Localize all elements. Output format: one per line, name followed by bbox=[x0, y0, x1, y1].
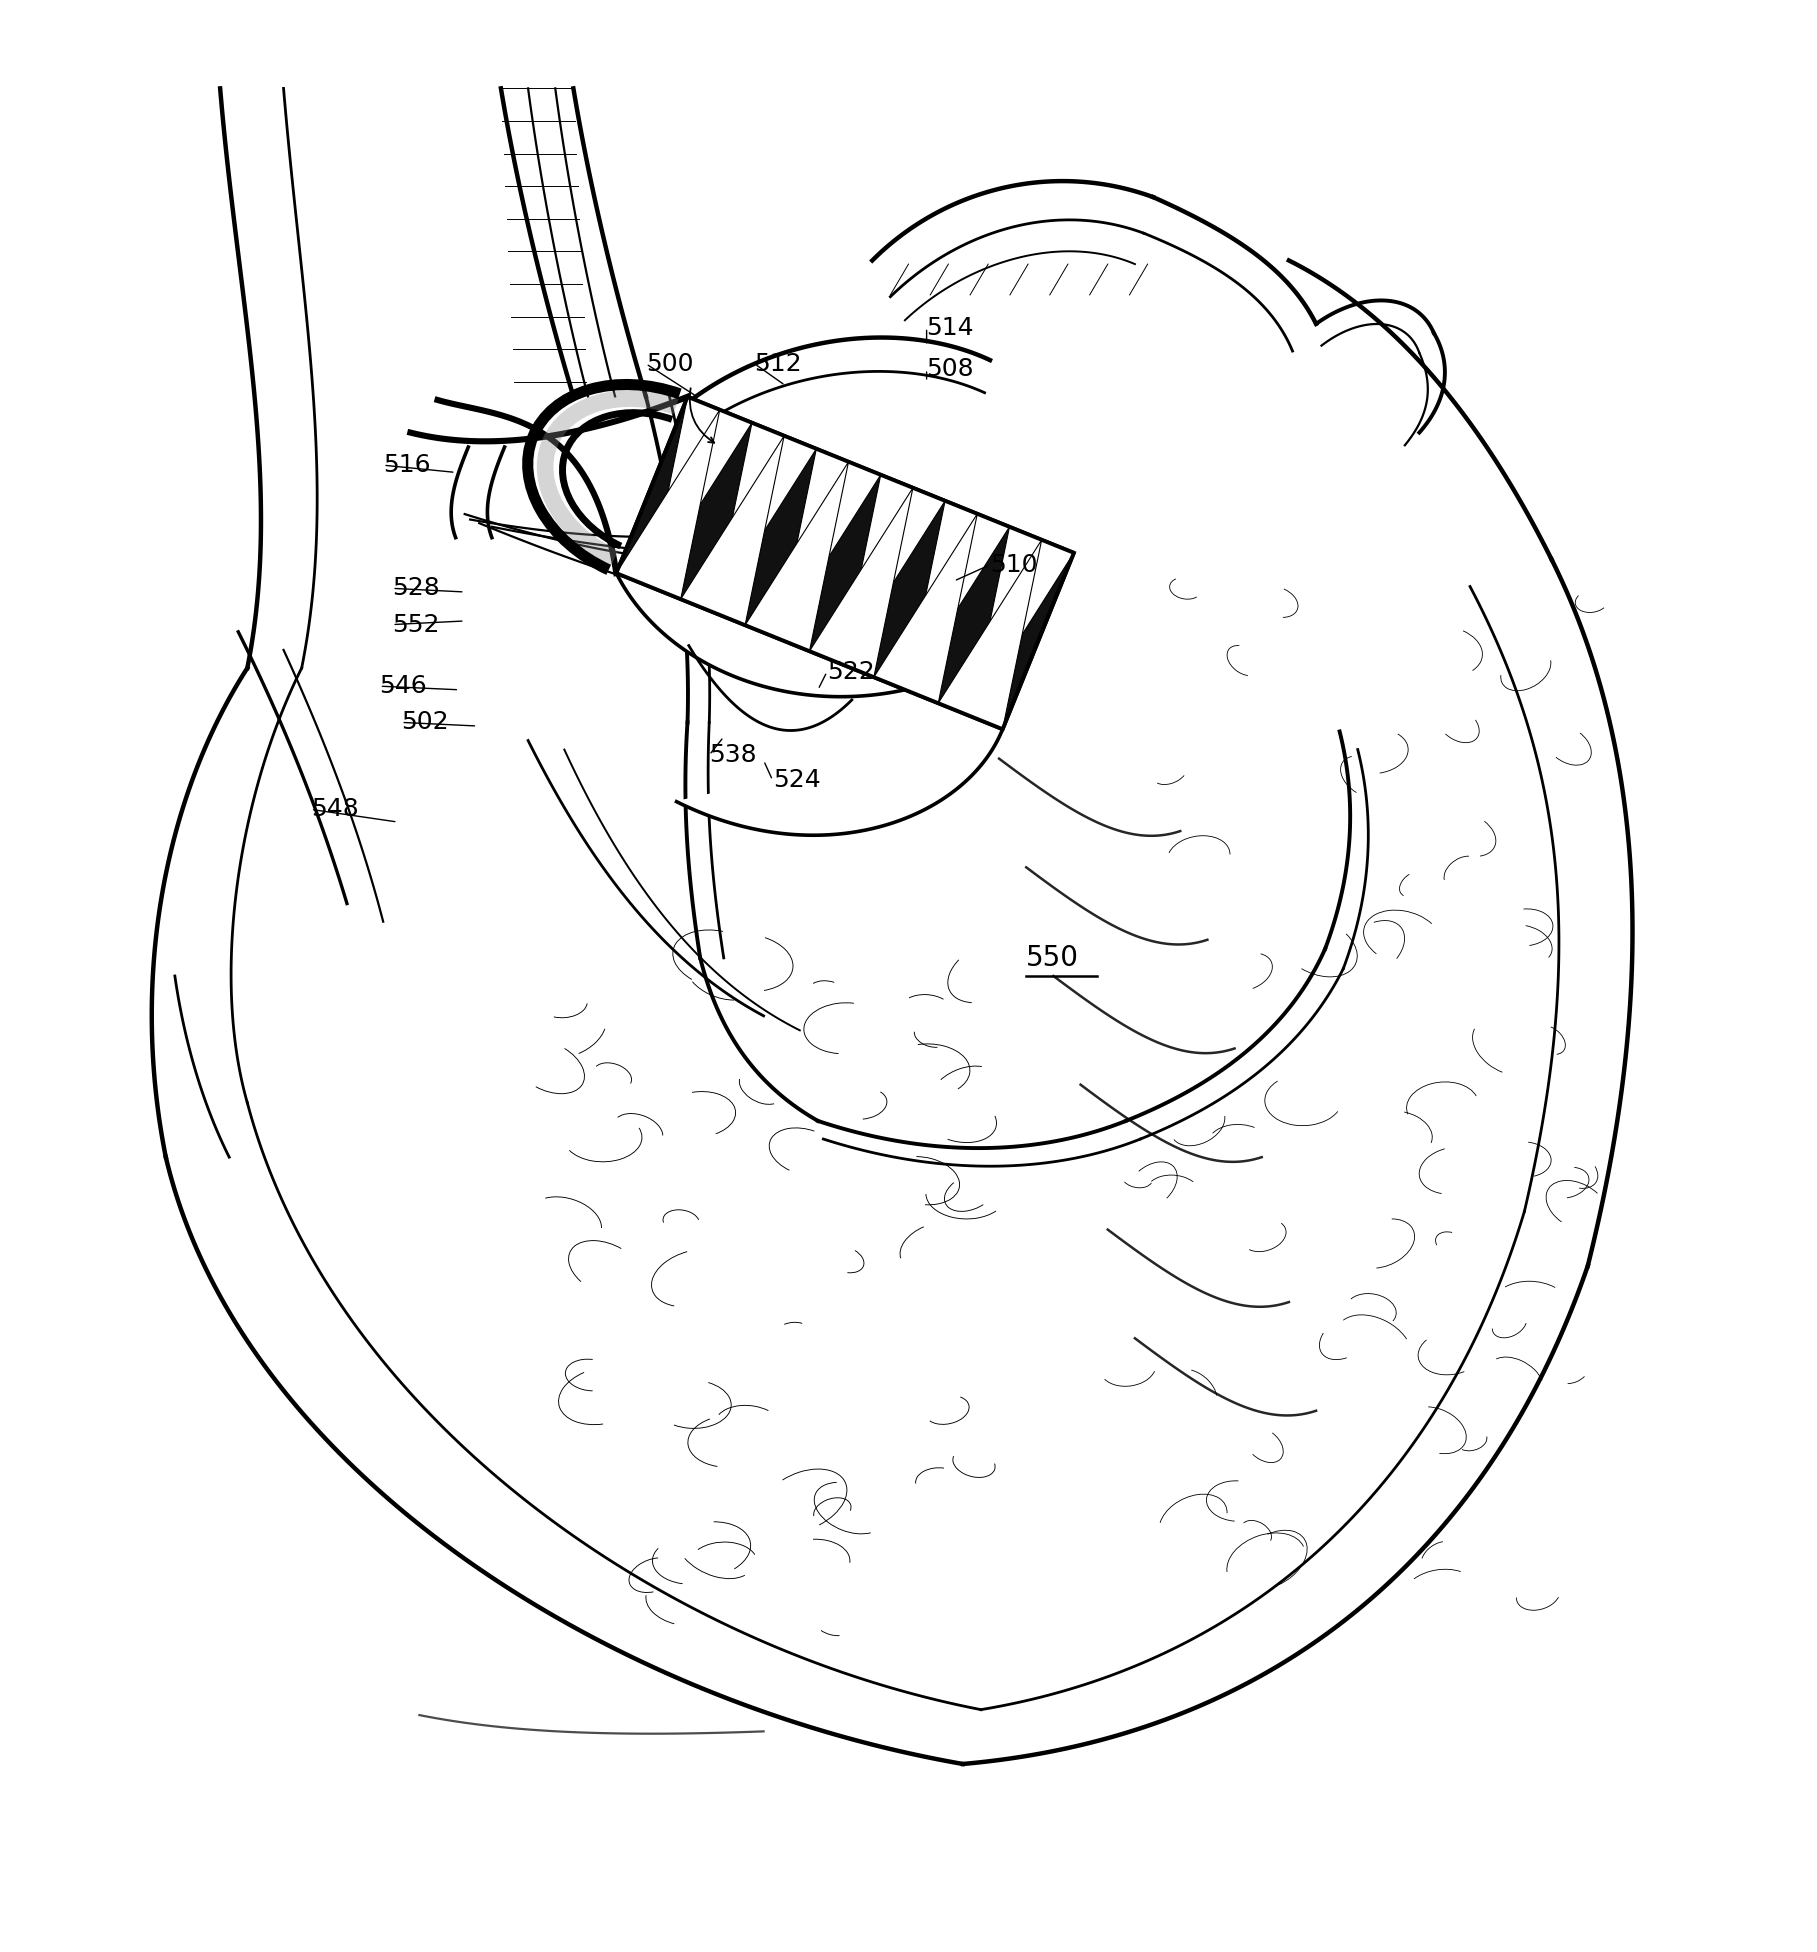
Text: 538: 538 bbox=[709, 744, 758, 767]
Polygon shape bbox=[810, 488, 912, 677]
Text: 512: 512 bbox=[754, 351, 801, 375]
Polygon shape bbox=[874, 513, 978, 703]
Polygon shape bbox=[681, 435, 785, 625]
Polygon shape bbox=[907, 502, 1010, 691]
Polygon shape bbox=[970, 527, 1074, 716]
Polygon shape bbox=[649, 396, 752, 586]
Text: 550: 550 bbox=[1027, 945, 1079, 972]
Polygon shape bbox=[745, 463, 849, 652]
Polygon shape bbox=[841, 474, 945, 664]
Text: 552: 552 bbox=[392, 613, 440, 636]
Text: 546: 546 bbox=[380, 673, 427, 699]
Polygon shape bbox=[676, 730, 1003, 835]
Polygon shape bbox=[938, 541, 1041, 730]
Polygon shape bbox=[712, 424, 816, 613]
Text: 516: 516 bbox=[383, 453, 431, 476]
Text: 508: 508 bbox=[927, 357, 974, 381]
Text: 502: 502 bbox=[402, 711, 449, 734]
Text: 548: 548 bbox=[311, 796, 358, 822]
Polygon shape bbox=[616, 574, 979, 697]
Text: 500: 500 bbox=[645, 351, 694, 375]
Polygon shape bbox=[616, 396, 1074, 730]
Polygon shape bbox=[616, 410, 720, 599]
Text: 528: 528 bbox=[392, 576, 440, 601]
Text: 514: 514 bbox=[927, 316, 974, 340]
Text: 524: 524 bbox=[772, 769, 821, 793]
Polygon shape bbox=[778, 449, 881, 638]
Text: 510: 510 bbox=[990, 552, 1038, 576]
Text: 522: 522 bbox=[827, 660, 874, 683]
